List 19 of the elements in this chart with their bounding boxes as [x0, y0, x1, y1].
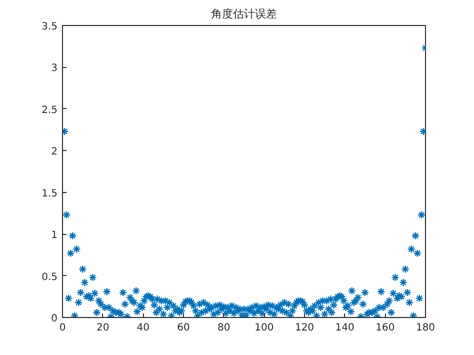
y-tick-label: 3	[51, 63, 58, 74]
x-tick-label: 80	[217, 322, 230, 334]
x-tick-label: 20	[96, 322, 110, 334]
x-tick-label: 0	[59, 322, 66, 334]
x-tick-label: 140	[335, 322, 354, 334]
y-tick-label: 0.5	[42, 272, 58, 283]
y-tick-label: 0	[51, 314, 58, 324]
y-tick-label: 3.5	[42, 22, 58, 32]
x-tick-label: 120	[294, 322, 314, 334]
x-tick-label: 60	[177, 322, 190, 334]
x-tick-label: 180	[416, 322, 436, 334]
x-tick-label: 160	[376, 322, 395, 334]
chart-title: 角度估计误差	[211, 8, 277, 20]
y-tick-label: 2	[51, 146, 58, 158]
y-tick-label: 1	[51, 230, 58, 242]
y-tick-label: 1.5	[42, 188, 58, 200]
x-tick-label: 40	[136, 322, 150, 334]
y-tick-label: 2.5	[42, 104, 58, 116]
x-tick-label: 100	[254, 322, 274, 334]
